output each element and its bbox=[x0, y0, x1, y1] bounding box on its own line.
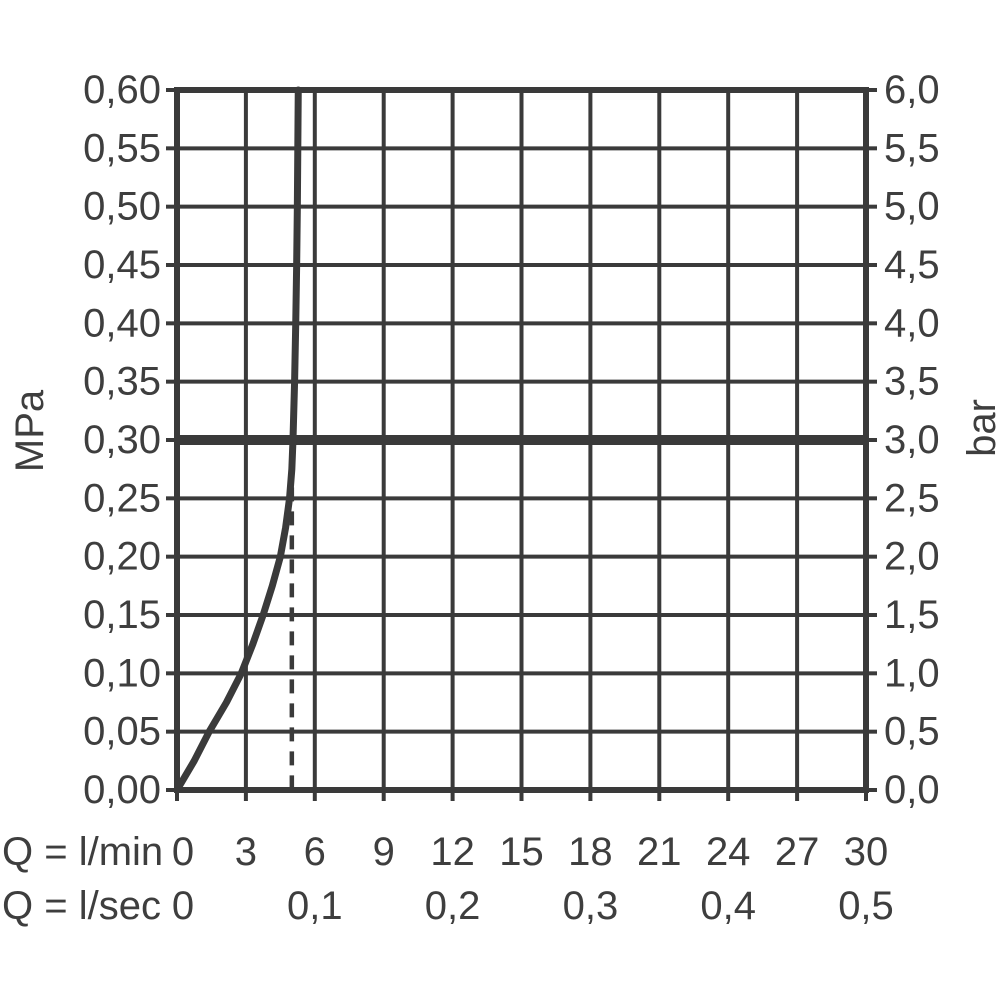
lsec-tick-label: 0,4 bbox=[700, 884, 756, 928]
lsec-tick-label: 0,5 bbox=[838, 884, 894, 928]
flow-lmin-row-label: Q = l/min bbox=[2, 830, 163, 874]
lmin-tick-label: 30 bbox=[844, 830, 889, 874]
mpa-tick-label: 0,40 bbox=[83, 301, 161, 345]
mpa-tick-label: 0,05 bbox=[83, 710, 161, 754]
mpa-tick-label: 0,25 bbox=[83, 476, 161, 520]
mpa-axis-unit-label: MPa bbox=[8, 389, 52, 472]
mpa-tick-label: 0,15 bbox=[83, 593, 161, 637]
flow-rate-curve bbox=[173, 86, 302, 794]
mpa-tick-label: 0,45 bbox=[83, 243, 161, 287]
bar-tick-label: 5,5 bbox=[884, 126, 940, 170]
bar-axis-unit-label: bar bbox=[960, 399, 1000, 457]
lsec-tick-label: 0,1 bbox=[287, 884, 343, 928]
bar-tick-label: 1,5 bbox=[884, 593, 940, 637]
series-layer bbox=[173, 86, 302, 794]
lmin-tick-label: 3 bbox=[235, 830, 257, 874]
bar-tick-label: 4,5 bbox=[884, 243, 940, 287]
mpa-tick-label: 0,35 bbox=[83, 360, 161, 404]
lmin-tick-label: 9 bbox=[373, 830, 395, 874]
lmin-tick-label: 0 bbox=[172, 830, 194, 874]
mpa-tick-label: 0,10 bbox=[83, 651, 161, 695]
mpa-tick-label: 0,30 bbox=[83, 418, 161, 462]
lsec-tick-label: 0,2 bbox=[425, 884, 481, 928]
mpa-tick-label: 0,50 bbox=[83, 185, 161, 229]
left-axis-tick-labels: 0,00 0,05 0,10 0,15 0,20 0,25 0,30 0,35 0,40 0,45… bbox=[83, 68, 161, 812]
lmin-tick-label: 15 bbox=[499, 830, 544, 874]
mpa-tick-label: 0,20 bbox=[83, 535, 161, 579]
bar-tick-label: 3,0 bbox=[884, 418, 940, 462]
bar-tick-label: 6,0 bbox=[884, 68, 940, 112]
mpa-tick-label: 0,00 bbox=[83, 768, 161, 812]
mpa-tick-label: 0,60 bbox=[83, 68, 161, 112]
lmin-tick-label: 18 bbox=[568, 830, 613, 874]
lmin-tick-label: 21 bbox=[637, 830, 682, 874]
lsec-tick-label: 0 bbox=[172, 884, 194, 928]
right-axis-tick-labels: 0,0 0,5 1,0 1,5 2,0 2,5 3,0 3,5 4,0 4,5 5,0 5,5 6,0 bbox=[884, 68, 940, 812]
lmin-tick-label: 6 bbox=[304, 830, 326, 874]
bar-tick-label: 5,0 bbox=[884, 185, 940, 229]
flow-lsec-row-label: Q = l/sec bbox=[2, 884, 161, 928]
bar-tick-label: 3,5 bbox=[884, 360, 940, 404]
lmin-tick-label: 12 bbox=[430, 830, 475, 874]
mpa-tick-label: 0,55 bbox=[83, 126, 161, 170]
bar-tick-label: 0,5 bbox=[884, 710, 940, 754]
lmin-tick-label: 24 bbox=[706, 830, 751, 874]
bar-tick-label: 2,5 bbox=[884, 476, 940, 520]
bar-tick-label: 0,0 bbox=[884, 768, 940, 812]
bar-tick-label: 2,0 bbox=[884, 535, 940, 579]
bottom-axis-tick-labels: 0 3 6 9 12 15 18 21 24 27 30 0 0,1 0,2 0,3 0,4 0,5 bbox=[172, 830, 894, 928]
bar-tick-label: 4,0 bbox=[884, 301, 940, 345]
lsec-tick-label: 0,3 bbox=[563, 884, 619, 928]
bar-tick-label: 1,0 bbox=[884, 651, 940, 695]
lmin-tick-label: 27 bbox=[775, 830, 820, 874]
